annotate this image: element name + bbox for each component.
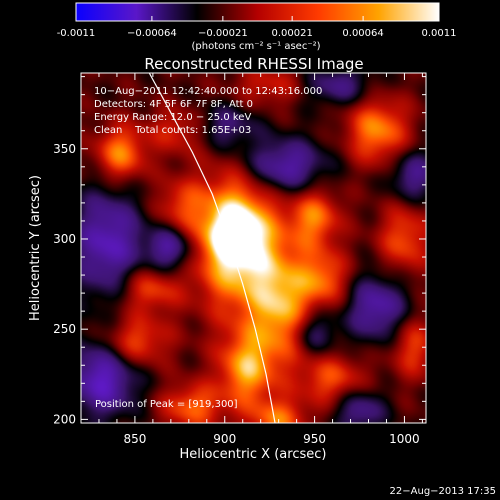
colorbar-tick-label: 0.0011 xyxy=(422,28,457,39)
colorbar: -0.0011 −0.00064 −0.00021 0.00021 0.00064 0.0… xyxy=(57,2,457,52)
y-tick-label: 350 xyxy=(53,142,76,156)
plot-frame xyxy=(80,72,427,424)
y-tick-label: 200 xyxy=(53,412,76,426)
colorbar-bar xyxy=(75,2,440,22)
colorbar-tick-label: 0.00021 xyxy=(271,28,312,39)
annotation-detectors: Detectors: 4F 5F 6F 7F 8F, Att 0 xyxy=(94,99,253,110)
colorbar-tick-label: −0.00064 xyxy=(127,28,177,39)
solar-limb-curve xyxy=(148,73,276,423)
y-axis-ticks: 200 250 300 350 xyxy=(53,76,426,426)
colorbar-unit-label: (photons cm⁻² s⁻¹ asec⁻²) xyxy=(191,41,320,52)
colorbar-tick-label: 0.00064 xyxy=(342,28,383,39)
annotation-time-range: 10−Aug−2011 12:42:40.000 to 12:43:16.000 xyxy=(94,86,322,97)
x-tick-label: 1000 xyxy=(389,432,420,446)
colorbar-tick-label: −0.00021 xyxy=(198,28,248,39)
x-axis-label: Heliocentric X (arcsec) xyxy=(180,447,327,462)
annotation-clean-counts: Clean Total counts: 1.65E+03 xyxy=(94,125,251,136)
peak-position-label: Position of Peak = [919,300] xyxy=(95,399,238,410)
heatmap-image xyxy=(81,73,426,423)
y-tick-label: 300 xyxy=(53,232,76,246)
x-axis-ticks: 850 900 950 1000 xyxy=(80,73,423,446)
colorbar-tick-label: -0.0011 xyxy=(57,28,96,39)
annotation-energy-range: Energy Range: 12.0 − 25.0 keV xyxy=(94,112,251,123)
x-tick-label: 900 xyxy=(213,432,236,446)
x-tick-label: 950 xyxy=(303,432,326,446)
y-axis-label: Heliocentric Y (arcsec) xyxy=(28,175,43,321)
y-tick-label: 250 xyxy=(53,322,76,336)
colorbar-ticks: -0.0011 −0.00064 −0.00021 0.00021 0.00064 0.0… xyxy=(57,16,457,39)
footer-date: 22−Aug−2013 17:35 xyxy=(390,486,496,497)
chart-title: Reconstructed RHESSI Image xyxy=(144,55,363,73)
x-tick-label: 850 xyxy=(123,432,146,446)
